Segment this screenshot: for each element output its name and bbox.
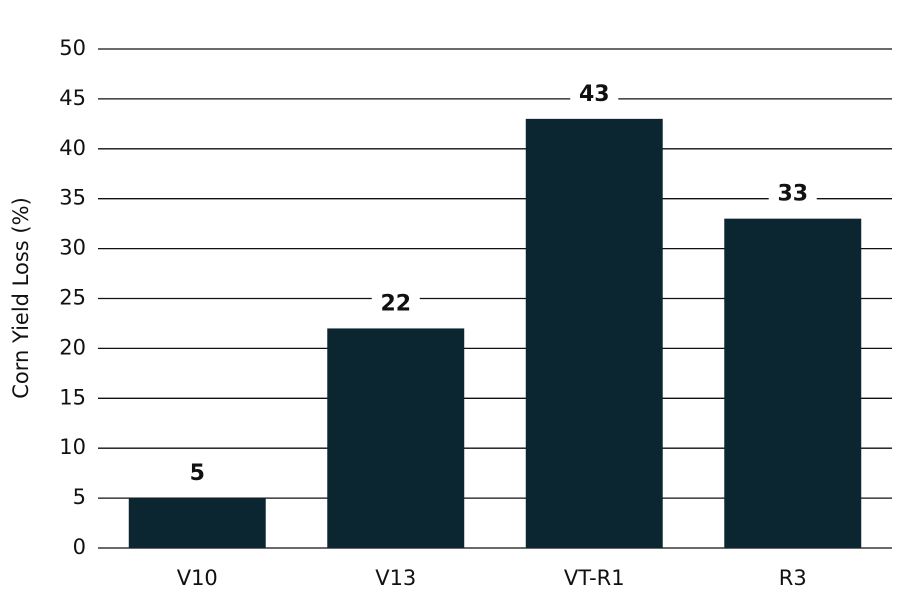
value-label-background (570, 79, 619, 110)
value-label: 22 (380, 291, 411, 316)
value-label: 5 (190, 461, 205, 486)
y-tick-label: 10 (59, 435, 86, 459)
y-tick-label: 45 (59, 86, 86, 110)
value-label-background (173, 459, 222, 490)
bar (525, 118, 663, 549)
bar (724, 218, 862, 548)
value-label-background (768, 179, 817, 210)
y-tick-label: 30 (59, 236, 86, 260)
y-tick-label: 15 (59, 385, 86, 409)
y-tick-label: 35 (59, 186, 86, 210)
y-tick-label: 40 (59, 136, 86, 160)
bar (327, 328, 465, 548)
y-tick-label: 20 (59, 335, 86, 359)
bar (128, 498, 266, 548)
value-label: 43 (579, 82, 610, 107)
x-tick-label: VT-R1 (564, 566, 625, 590)
value-label: 33 (777, 182, 808, 207)
y-axis-label: Corn Yield Loss (%) (9, 197, 33, 399)
value-label-background (371, 289, 420, 320)
y-tick-label: 25 (59, 286, 86, 310)
x-tick-label: V13 (375, 566, 416, 590)
x-tick-label: V10 (177, 566, 218, 590)
y-tick-label: 5 (73, 485, 86, 509)
y-tick-label: 50 (59, 36, 86, 60)
x-tick-label: R3 (779, 566, 807, 590)
y-tick-label: 0 (73, 535, 86, 559)
